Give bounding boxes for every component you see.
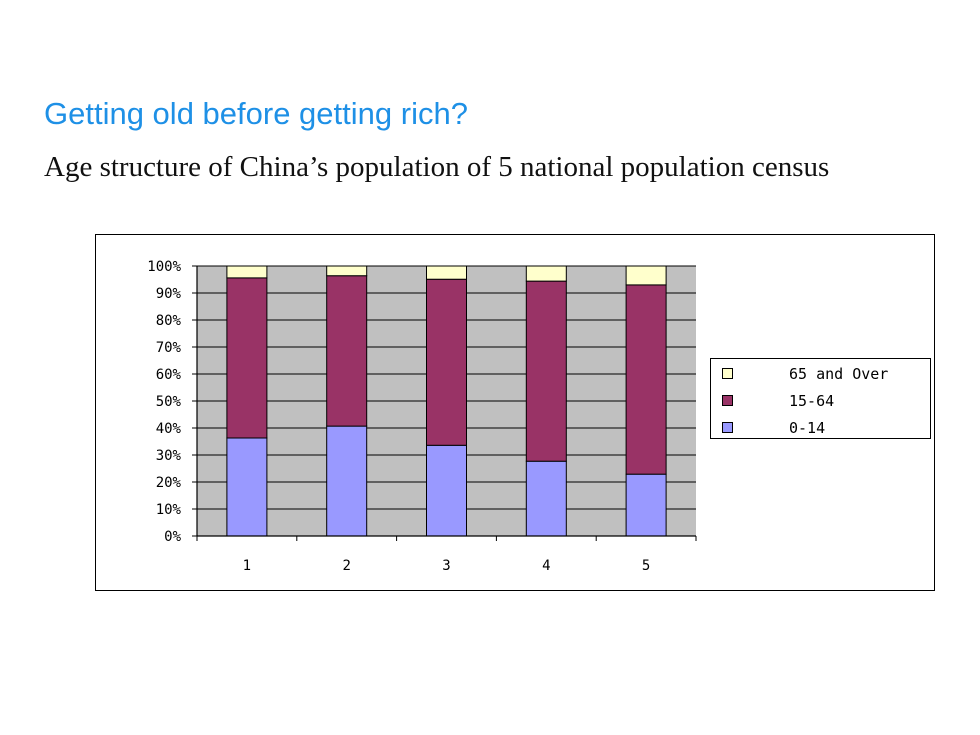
bar-5-65-and-over: [625, 265, 667, 286]
legend-swatch-0-14: [722, 422, 733, 433]
bar-1-65-and-over: [226, 265, 268, 279]
legend-swatch-15-64: [722, 395, 733, 406]
bar-3-65-and-over: [426, 265, 467, 280]
x-tick-label: 2: [342, 558, 350, 574]
y-tick-label: 30%: [156, 448, 182, 464]
bar-1-15-64: [226, 277, 268, 439]
y-tick-label: 80%: [156, 313, 182, 329]
y-tick-label: 70%: [156, 340, 182, 356]
y-tick-label: 40%: [156, 421, 182, 437]
legend-item-0-14: 0-14: [711, 419, 930, 439]
bar-1-0-14: [226, 437, 268, 537]
bar-4-0-14: [525, 460, 567, 537]
chart-area: 0% 10% 20% 30% 40% 50% 60% 70% 80% 90% 100% 1 2 3 4 5 6…: [95, 234, 935, 591]
legend-label-65-and-over: 65 and Over: [789, 365, 889, 383]
y-tick-label: 50%: [156, 394, 182, 410]
legend-label-15-64: 15-64: [789, 392, 835, 410]
x-tick-label: 1: [243, 558, 251, 574]
slide-subtitle: Age structure of China’s population of 5…: [44, 151, 830, 183]
x-tick-label: 3: [442, 558, 450, 574]
slide-title: Getting old before getting rich?: [44, 96, 468, 131]
chart-legend: 65 and Over 15-64 0-14: [710, 358, 931, 439]
bar-4-15-64: [525, 280, 567, 462]
y-tick-label: 100%: [147, 259, 181, 275]
bar-2-65-and-over: [326, 265, 368, 277]
bar-3-0-14: [426, 444, 467, 537]
x-tick-label: 5: [642, 558, 650, 574]
bar-3-15-64: [426, 278, 467, 446]
bar-5-0-14: [625, 473, 667, 537]
legend-label-0-14: 0-14: [789, 419, 826, 437]
y-tick-label: 90%: [156, 286, 182, 302]
legend-item-15-64: 15-64: [711, 392, 930, 412]
bar-2-0-14: [326, 425, 368, 537]
bar-2-15-64: [326, 275, 368, 427]
bar-5-15-64: [625, 284, 667, 475]
legend-swatch-65-and-over: [722, 368, 733, 379]
stacked-bar-chart: 0% 10% 20% 30% 40% 50% 60% 70% 80% 90% 100% 1 2 3 4 5: [147, 259, 697, 574]
x-tick-label: 4: [542, 558, 550, 574]
y-tick-label: 0%: [164, 529, 181, 545]
y-tick-label: 10%: [156, 502, 182, 518]
y-tick-label: 20%: [156, 475, 182, 491]
legend-item-65-and-over: 65 and Over: [711, 365, 930, 385]
bar-4-65-and-over: [525, 265, 567, 282]
y-tick-label: 60%: [156, 367, 182, 383]
